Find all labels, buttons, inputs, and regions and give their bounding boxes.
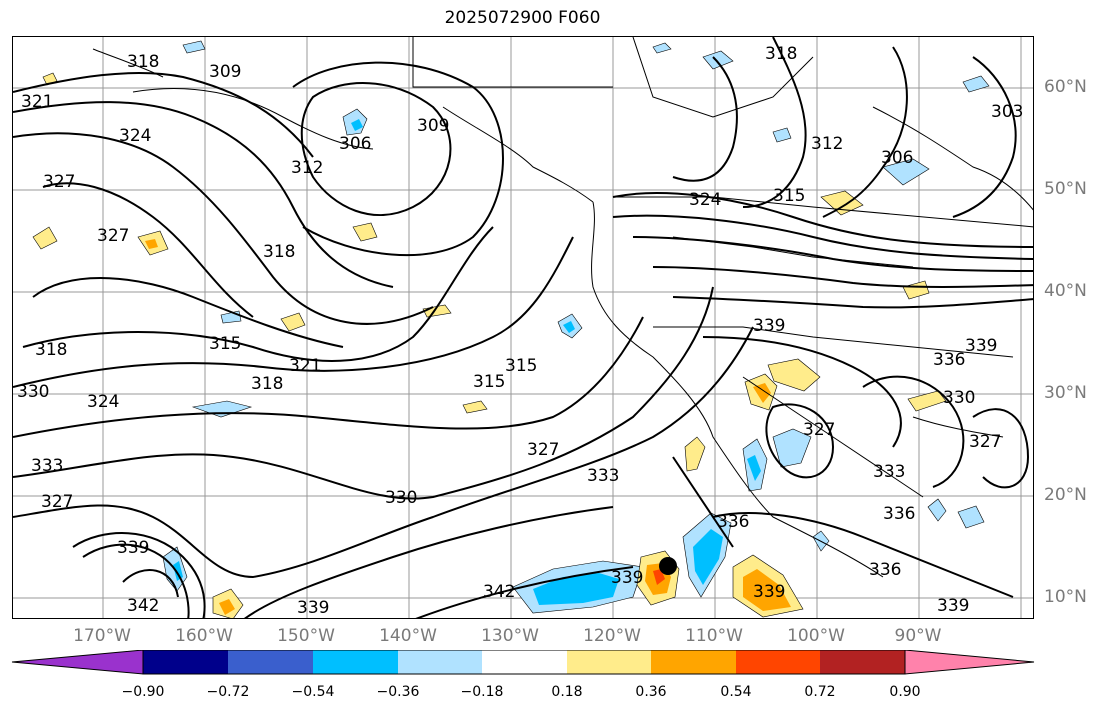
colorbar [11, 650, 1035, 675]
contour-label: 312 [291, 158, 323, 178]
contour-label: 336 [869, 560, 901, 580]
contour-label: 318 [127, 52, 159, 72]
contour-label: 303 [991, 102, 1023, 122]
contour-label: 327 [43, 172, 75, 192]
contour-label: 309 [417, 116, 449, 136]
lat-label-40n: 40°N [1044, 281, 1087, 301]
contour-label: 327 [97, 226, 129, 246]
contour-label: 315 [505, 356, 537, 376]
colorbar-swatch [482, 650, 567, 674]
colorbar-swatch [820, 650, 905, 674]
lon-label-120w: 120°W [583, 626, 641, 646]
colorbar-tick-label: 0.90 [889, 684, 921, 700]
gridlines [13, 37, 1033, 618]
contour-label: 327 [527, 440, 559, 460]
contour-label: 330 [17, 382, 49, 402]
storm-center-dot[interactable] [659, 557, 677, 575]
contour-label: 339 [965, 336, 997, 356]
colorbar-extend-min [11, 650, 144, 675]
lon-label-170w: 170°W [73, 626, 131, 646]
contour-label: 339 [937, 596, 969, 616]
contour-label: 315 [473, 372, 505, 392]
contour-lines [13, 37, 1033, 618]
contour-label: 336 [717, 512, 749, 532]
colorbar-swatch [651, 650, 736, 674]
colorbar-tick-label: 0.72 [804, 684, 836, 700]
contour-label: 321 [289, 356, 321, 376]
colorbar-swatch [143, 650, 228, 674]
contour-label: 312 [811, 134, 843, 154]
map-canvas: 318 309 321 324 327 306 312 309 318 327 … [13, 37, 1033, 618]
shaded-fields [32, 40, 990, 618]
contour-label: 318 [263, 242, 295, 262]
contour-label: 339 [753, 582, 785, 602]
colorbar-tick-label: −0.90 [121, 684, 165, 700]
contour-label: 309 [209, 62, 241, 82]
colorbar-swatch [567, 650, 651, 674]
contour-label: 330 [385, 488, 417, 508]
contour-label: 324 [87, 392, 119, 412]
lon-label-110w: 110°W [685, 626, 743, 646]
colorbar-tick-label: −0.54 [291, 684, 335, 700]
contour-label: 318 [35, 340, 67, 360]
colorbar-tick-label: 0.36 [635, 684, 667, 700]
contour-label: 342 [483, 582, 515, 602]
contour-label: 324 [689, 190, 721, 210]
contour-label: 339 [753, 316, 785, 336]
contour-label: 318 [251, 374, 283, 394]
contour-label: 333 [31, 456, 63, 476]
contour-label: 315 [209, 334, 241, 354]
contour-label: 324 [119, 126, 151, 146]
contour-label: 321 [21, 92, 53, 112]
colorbar-swatch [228, 650, 313, 674]
lon-label-90w: 90°W [894, 626, 942, 646]
contour-label: 339 [297, 598, 329, 618]
contour-label: 339 [611, 568, 643, 588]
lat-label-50n: 50°N [1044, 179, 1087, 199]
lat-label-20n: 20°N [1044, 485, 1087, 505]
contour-label: 327 [969, 432, 1001, 452]
contour-label: 330 [943, 388, 975, 408]
colorbar-swatch [736, 650, 820, 674]
map-panel[interactable]: 318 309 321 324 327 306 312 309 318 327 … [12, 36, 1034, 619]
lat-label-10n: 10°N [1044, 587, 1087, 607]
contour-label: 327 [41, 492, 73, 512]
contour-labels: 318 309 321 324 327 306 312 309 318 327 … [17, 44, 1023, 618]
contour-label: 333 [587, 466, 619, 486]
contour-label: 306 [339, 134, 371, 154]
colorbar-tick-label: 0.18 [551, 684, 583, 700]
colorbar-swatch [313, 650, 398, 674]
colorbar-tick-label: −0.72 [206, 684, 250, 700]
lon-label-140w: 140°W [379, 626, 437, 646]
contour-label: 342 [127, 596, 159, 616]
lon-label-130w: 130°W [481, 626, 539, 646]
contour-label: 315 [773, 186, 805, 206]
colorbar-tick-label: −0.36 [376, 684, 420, 700]
contour-label: 336 [933, 350, 965, 370]
contour-label: 327 [803, 420, 835, 440]
contour-label: 336 [883, 504, 915, 524]
lon-label-160w: 160°W [175, 626, 233, 646]
lon-label-100w: 100°W [787, 626, 845, 646]
contour-label: 333 [873, 462, 905, 482]
lat-label-60n: 60°N [1044, 77, 1087, 97]
contour-label: 318 [765, 44, 797, 64]
colorbar-swatch [398, 650, 482, 674]
map-title: 2025072900 F060 [444, 8, 601, 28]
lon-label-150w: 150°W [277, 626, 335, 646]
contour-label: 306 [881, 148, 913, 168]
colorbar-tick-label: −0.18 [460, 684, 504, 700]
contour-label: 339 [117, 538, 149, 558]
colorbar-extend-max [904, 650, 1035, 675]
colorbar-tick-label: 0.54 [720, 684, 752, 700]
lat-label-30n: 30°N [1044, 383, 1087, 403]
